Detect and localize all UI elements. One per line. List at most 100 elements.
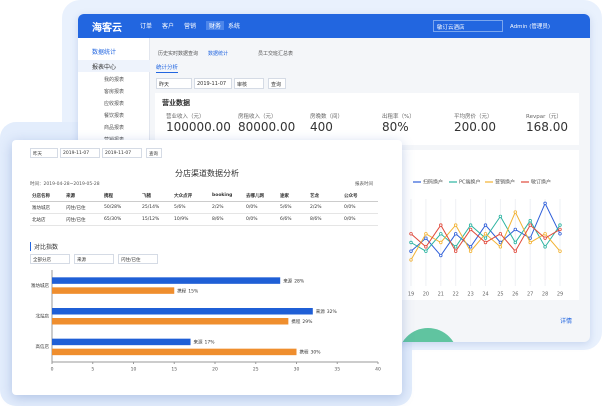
table-header: booking: [210, 190, 244, 202]
point: [439, 223, 443, 227]
sidebar-item[interactable]: 应收报表: [104, 101, 125, 107]
nav-item[interactable]: 客户: [162, 23, 175, 30]
x-tick-label: 15: [171, 367, 177, 373]
line-chart: 19 20 21 22 23 24 25 26 27 28 29 扫码换户 PC端换户 营销换户 敏订换户: [408, 179, 563, 298]
button[interactable]: 查询: [146, 148, 162, 158]
table-header: 途家: [278, 190, 308, 202]
table-cell: 0/0%: [244, 202, 278, 214]
select[interactable]: 来源: [74, 254, 114, 264]
x-tick-label: 23: [467, 292, 473, 298]
table-cell: 闪住/已住: [64, 202, 102, 214]
table-header: 去哪儿网: [244, 190, 278, 202]
table-cell: 2/2%: [308, 202, 342, 214]
x-tick-label: 10: [131, 367, 137, 373]
filter[interactable]: 2019-11-07: [60, 148, 100, 158]
bar-series-label: 来源: [194, 339, 203, 346]
stat-label: Revpar（元）: [526, 114, 562, 120]
filter[interactable]: 2019-11-07: [102, 148, 142, 158]
table-header: 来源: [64, 190, 102, 202]
bar-value-label: 32%: [327, 309, 338, 315]
table-cell: 北站店: [30, 214, 64, 226]
x-tick-label: 24: [482, 292, 488, 298]
bar-value-label: 17%: [205, 340, 216, 346]
donut-hint: [398, 328, 458, 342]
nav-item[interactable]: 营销: [184, 23, 197, 30]
point: [424, 245, 428, 249]
point: [424, 249, 428, 253]
filter[interactable]: 审核: [234, 78, 264, 89]
card: [155, 93, 579, 145]
point: [454, 245, 458, 249]
point: [498, 232, 503, 236]
report-title: 分店渠道数据分析: [175, 169, 239, 178]
x-tick-label: 40: [375, 367, 381, 373]
nav-item[interactable]: 财务: [206, 21, 225, 30]
sidebar-item[interactable]: 商品报表: [104, 125, 125, 131]
tab[interactable]: 历史实时数据查询: [158, 51, 199, 57]
point: [543, 232, 547, 236]
table-header: 分店名称: [30, 190, 64, 202]
point: [528, 240, 532, 245]
y-tick-label: 北站店: [36, 313, 50, 320]
filter[interactable]: 昨天: [156, 78, 192, 89]
sidebar-item[interactable]: 客房报表: [104, 89, 125, 95]
table-cell: 25/14%: [140, 202, 172, 214]
sidebar-item[interactable]: 餐饮报表: [104, 113, 125, 119]
hotel-select[interactable]: 敏订云酒店: [433, 20, 503, 32]
stat-label: 房晚数（间）: [310, 114, 344, 120]
point: [513, 210, 517, 214]
subtab[interactable]: 统计分析: [156, 65, 179, 73]
x-tick-label: 35: [334, 367, 340, 373]
point: [454, 223, 458, 227]
point: [513, 240, 517, 245]
sidebar-group[interactable]: 报表中心: [78, 60, 150, 72]
point: [498, 240, 503, 245]
stat-value: 168.00: [526, 120, 568, 134]
point: [498, 245, 503, 249]
nav-item[interactable]: 系统: [228, 23, 241, 30]
table-cell: 10/9%: [172, 214, 210, 226]
legend-label: PC端换户: [459, 179, 481, 186]
select[interactable]: 闪住/已住: [118, 254, 158, 264]
table-cell: 闪住/已住: [64, 214, 102, 226]
period-text: 时间：2019-04-28~2019-05-28: [30, 182, 100, 187]
select[interactable]: 全部分店: [30, 254, 70, 264]
report-time: 报表时间: [355, 182, 373, 187]
point: [483, 232, 488, 236]
stat-label: 平均房价（元）: [454, 114, 493, 120]
tab[interactable]: 数据统计: [208, 51, 229, 57]
bar-value-label: 15%: [188, 288, 199, 294]
sidebar-group[interactable]: 数据统计: [92, 49, 117, 56]
table-cell: 0/0%: [244, 214, 278, 226]
point: [528, 223, 532, 227]
y-tick-label: 潍坊城店: [31, 282, 49, 289]
stat-value: 80%: [382, 120, 409, 134]
table-cell: 5/6%: [172, 202, 210, 214]
point: [409, 249, 413, 253]
logo: 海客云: [92, 23, 122, 34]
stat-value: 100000.00: [166, 120, 231, 134]
sidebar-item[interactable]: 我的报表: [104, 77, 125, 83]
point: [483, 236, 488, 240]
bar: [52, 277, 281, 284]
point: [513, 249, 517, 253]
button[interactable]: 查询: [268, 78, 286, 89]
point: [528, 236, 532, 240]
x-tick-label: 0: [51, 367, 54, 373]
point: [439, 232, 443, 236]
x-tick-label: 29: [557, 292, 563, 298]
tab[interactable]: 员工交班汇总表: [258, 51, 294, 57]
x-tick-label: 26: [512, 292, 518, 298]
detail-link[interactable]: 详情: [560, 318, 573, 325]
point: [543, 201, 547, 206]
table-cell: 65/30%: [102, 214, 140, 226]
nav-item[interactable]: 订单: [140, 23, 153, 30]
table-header: 公众号: [342, 190, 378, 202]
bar: [52, 348, 297, 356]
filter[interactable]: 2019-11-07: [194, 78, 232, 89]
table-cell: 0/0%: [342, 214, 378, 226]
point: [483, 223, 488, 227]
filter[interactable]: 昨天: [30, 148, 58, 158]
x-tick-label: 25: [253, 367, 259, 373]
